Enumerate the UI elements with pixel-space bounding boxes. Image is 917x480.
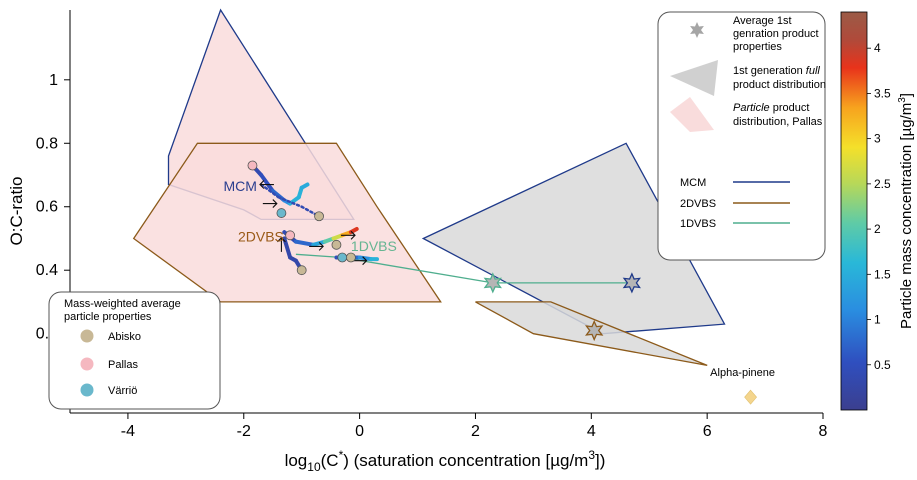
- mass-weighted-marker: [314, 211, 324, 222]
- model-label: 1DVBS: [351, 238, 397, 254]
- legend-station-label: Pallas: [108, 359, 138, 371]
- legend-bottom-title: Mass-weighted average: [64, 298, 181, 310]
- mass-weighted-marker: [276, 208, 287, 218]
- legend-line-label: 1DVBS: [680, 218, 716, 230]
- mass-weighted-marker: [346, 252, 356, 263]
- legend-label: Average 1st: [733, 15, 792, 27]
- direction-arrow: [352, 256, 368, 266]
- colorbar-tick-label: 3: [874, 132, 881, 146]
- x-tick-label: 0: [355, 423, 364, 440]
- region-polygon: [132, 142, 442, 303]
- colorbar-tick-label: 1: [874, 313, 881, 327]
- colorbar-tick-label: 1.5: [874, 267, 891, 281]
- direction-arrow: [341, 230, 356, 240]
- y-axis-label: O:C-ratio: [7, 177, 26, 246]
- trajectory-segment: [259, 173, 275, 193]
- model-label: 2DVBS: [238, 229, 284, 245]
- trajectory-segment: [293, 239, 316, 247]
- legend-station-marker: [80, 383, 94, 397]
- product-distribution-regions: [132, 8, 726, 367]
- trajectory-segment: [259, 183, 280, 199]
- colorbar: 0.5 1 1.5 2 2.5 3 3.5 4: [840, 11, 891, 411]
- legend-label: properties: [733, 41, 782, 53]
- direction-arrow: [309, 242, 324, 251]
- legend-label: Particle product: [733, 102, 809, 114]
- alpha-pinene-label: Alpha-pinene: [710, 367, 775, 379]
- legend-line-label: 2DVBS: [680, 198, 716, 210]
- y-tick-label: 0.6: [36, 199, 58, 216]
- y-tick-label: 0.4: [36, 262, 58, 279]
- legend-bottom-box: [48, 291, 221, 410]
- mass-weighted-marker: [285, 230, 296, 241]
- x-tick-label: 2: [471, 423, 480, 440]
- trajectory-segment: [277, 195, 303, 208]
- x-tick-label: 6: [703, 423, 712, 440]
- x-tick-label: 4: [587, 423, 596, 440]
- direction-arrow: [259, 180, 274, 189]
- colorbar-label: Particle mass concentration [µg/m3]: [897, 93, 915, 329]
- colorbar-tick-label: 0.5: [874, 358, 891, 372]
- model-lines: [295, 253, 632, 284]
- mass-weighted-marker: [331, 239, 342, 250]
- legend-star-icon: [690, 22, 704, 38]
- colorbar-tick-label: 4: [874, 41, 881, 55]
- direction-arrow: [277, 237, 286, 252]
- colorbar-tick-label: 2.5: [874, 177, 891, 191]
- model-line-1dvbs: [295, 253, 632, 284]
- trajectory-segment: [311, 239, 327, 247]
- x-tick-label: -2: [237, 423, 251, 440]
- average-product-stars: [483, 272, 641, 342]
- legend-station-label: Abisko: [108, 331, 141, 343]
- alpha-pinene: Alpha-pinene: [710, 367, 775, 405]
- model-labels: MCM 2DVBS 1DVBS: [223, 178, 396, 254]
- trajectory-segment: [299, 182, 310, 190]
- axes: -4-20246800.20.40.60.81: [36, 10, 828, 440]
- legend-pink-shape-icon: [670, 97, 714, 132]
- colorbar-tick-label: 2: [874, 222, 881, 236]
- colorbar-tick-label: 3.5: [874, 86, 891, 100]
- legend-label: 1st generation full: [733, 65, 820, 77]
- alpha-pinene-marker: [744, 389, 757, 405]
- mass-weighted-marker: [296, 265, 307, 276]
- direction-arrows: [259, 180, 368, 266]
- x-tick-label: 8: [819, 423, 828, 440]
- legend-gray-shape-icon: [670, 60, 718, 96]
- average-star: [585, 319, 604, 342]
- legend-label: product distribution: [733, 79, 826, 91]
- x-axis-label: log10(C*) (saturation concentration [µg/…: [285, 448, 606, 474]
- legend-label: distribution, Pallas: [733, 116, 823, 128]
- x-tick-label: -4: [121, 423, 135, 440]
- model-label: MCM: [223, 178, 256, 194]
- average-star: [483, 272, 502, 294]
- legend-station-marker: [80, 357, 94, 371]
- y-tick-label: 1: [49, 72, 58, 89]
- mass-weighted-marker: [247, 160, 258, 171]
- legend-line-label: MCM: [680, 177, 706, 189]
- colorbar-gradient: [840, 11, 868, 411]
- legend-label: genration product: [733, 28, 819, 40]
- legend-station-marker: [80, 329, 94, 343]
- average-star: [622, 272, 641, 294]
- direction-arrow: [262, 199, 278, 208]
- mass-weighted-markers: [247, 160, 356, 276]
- mass-weighted-marker: [337, 252, 348, 263]
- y-tick-label: 0.8: [36, 135, 58, 152]
- legend-station-label: Vӓrriö: [108, 385, 137, 397]
- legend-bottom-title: particle properties: [64, 311, 152, 323]
